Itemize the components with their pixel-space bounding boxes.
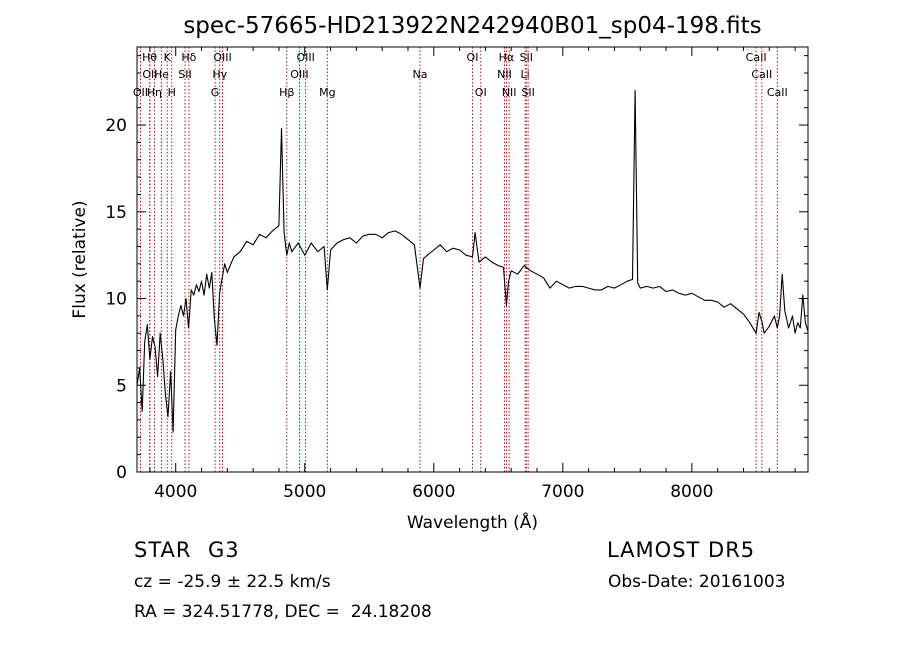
line-label-15: Mg	[319, 86, 335, 99]
spectrum-line	[136, 89, 809, 433]
x-tick-label-4: 8000	[670, 482, 713, 502]
x-tick-label-2: 6000	[412, 482, 455, 502]
line-label-19: Hα	[499, 51, 515, 64]
x-tick-label-0: 4000	[154, 482, 197, 502]
y-tick-label-1: 5	[116, 376, 127, 396]
line-label-4: He	[154, 68, 169, 81]
line-label-26: CaII	[751, 68, 772, 81]
plot-frame	[136, 46, 809, 473]
line-label-3: Hη	[147, 86, 162, 99]
x-tick-label-1: 5000	[283, 482, 326, 502]
x-axis-label: Wavelength (Å)	[407, 511, 538, 533]
line-label-21: NII	[502, 86, 517, 99]
y-tick-label-3: 15	[105, 203, 127, 223]
y-axis-label: Flux (relative)	[70, 200, 90, 318]
line-label-7: Hδ	[181, 51, 196, 64]
line-label-12: Hβ	[279, 86, 294, 99]
coordinates-readout: RA = 324.51778, DEC = 24.18208	[134, 602, 432, 622]
line-label-22: SII	[520, 51, 533, 64]
line-label-0: OII	[133, 86, 148, 99]
line-label-17: OI	[467, 51, 479, 64]
line-label-24: SII	[521, 86, 534, 99]
y-tick-label-4: 20	[105, 116, 127, 136]
line-label-8: SII	[178, 68, 191, 81]
line-label-16: Na	[412, 68, 427, 81]
line-label-27: CaII	[767, 86, 788, 99]
line-label-13: OIII	[290, 68, 308, 81]
line-label-23: Li	[521, 68, 530, 81]
chart-title: spec-57665-HD213922N242940B01_sp04-198.f…	[183, 13, 761, 39]
spectrum-chart: spec-57665-HD213922N242940B01_sp04-198.f…	[70, 13, 809, 533]
line-label-9: G	[211, 86, 220, 99]
observation-date: Obs-Date: 20161003	[608, 572, 786, 592]
line-label-25: CaII	[746, 51, 767, 64]
line-label-20: NII	[497, 68, 512, 81]
x-tick-label-3: 7000	[541, 482, 584, 502]
line-label-18: OI	[475, 86, 487, 99]
redshift-readout: cz = -25.9 ± 22.5 km/s	[134, 572, 331, 592]
spectrum-plot: spec-57665-HD213922N242940B01_sp04-198.f…	[70, 13, 809, 533]
line-label-2: OII	[142, 68, 157, 81]
line-label-14: OIII	[296, 51, 314, 64]
survey-name: LAMOST DR5	[607, 538, 756, 562]
line-label-6: H	[168, 86, 176, 99]
y-tick-label-0: 0	[116, 463, 127, 483]
object-class: G3	[208, 538, 240, 562]
object-type: STAR	[134, 538, 192, 562]
line-label-10: Hγ	[212, 68, 227, 81]
line-label-11: OIII	[213, 51, 231, 64]
y-tick-label-2: 10	[105, 290, 127, 310]
line-label-5: K	[164, 51, 172, 64]
